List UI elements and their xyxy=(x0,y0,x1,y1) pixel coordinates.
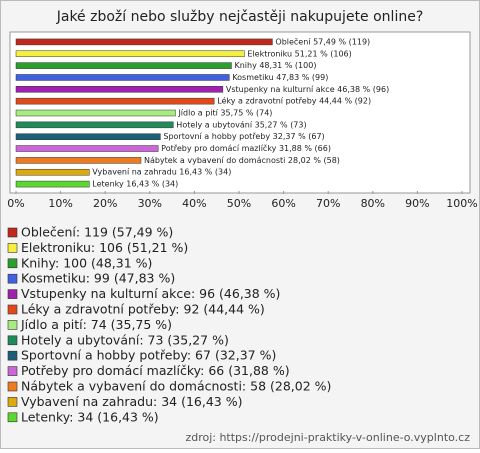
bar xyxy=(15,50,245,58)
x-tick-label: 70% xyxy=(316,197,340,210)
legend-swatch xyxy=(7,320,18,330)
x-tick-label: 50% xyxy=(227,197,251,210)
legend-label: Léky a zdravotní potřeby: 92 (44,44 %) xyxy=(21,302,265,317)
value-label: Vybavení na zahradu 16,43 % (34) xyxy=(92,168,231,177)
legend-swatch xyxy=(7,304,18,315)
value-label: Potřeby pro domácí mazlíčky 31,88 % (66) xyxy=(161,143,331,153)
bar xyxy=(15,74,230,81)
legend-label: Vybavení na zahradu: 34 (16,43 %) xyxy=(21,394,242,409)
x-tick-label: 90% xyxy=(405,197,429,210)
value-label: Vstupenky na kulturní akce 46,38 % (96) xyxy=(226,85,389,94)
value-label: Letenky 16,43 % (34) xyxy=(92,180,178,189)
legend-swatch xyxy=(7,397,18,407)
value-label: Léky a zdravotní potřeby 44,44 % (92) xyxy=(217,96,371,106)
x-tick-label: 30% xyxy=(138,197,162,210)
legend-swatch xyxy=(7,289,18,299)
legend-swatch xyxy=(7,366,18,376)
bar xyxy=(15,145,159,152)
value-label: Sportovní a hobby potřeby 32,37 % (67) xyxy=(163,132,324,141)
chart-title: Jaké zboží nebo služby nejčastěji nakupu… xyxy=(56,9,424,25)
legend-label: Potřeby pro domácí mazlíčky: 66 (31,88 %… xyxy=(21,363,290,378)
legend-swatch xyxy=(7,381,18,392)
legend-swatch xyxy=(7,258,18,269)
x-tick-label: 0% xyxy=(7,197,24,210)
bar xyxy=(15,133,161,140)
x-tick-label: 80% xyxy=(361,197,385,210)
bar xyxy=(15,180,90,188)
legend-label: Knihy: 100 (48,31 %) xyxy=(21,255,152,270)
legend-label: Oblečení: 119 (57,49 %) xyxy=(21,225,173,240)
value-label: Knihy 48,31 % (100) xyxy=(234,61,316,70)
value-label: Hotely a ubytování 35,27 % (73) xyxy=(176,120,306,129)
legend-label: Vstupenky na kulturní akce: 96 (46,38 %) xyxy=(21,286,280,301)
legend-label: Letenky: 34 (16,43 %) xyxy=(21,409,159,424)
x-tick-label: 10% xyxy=(48,197,72,210)
bar xyxy=(15,109,176,117)
legend-swatch xyxy=(7,243,18,253)
legend-label: Hotely a ubytování: 73 (35,27 %) xyxy=(21,332,229,347)
bar xyxy=(15,168,90,176)
bar xyxy=(15,97,215,105)
legend-swatch xyxy=(7,350,18,361)
value-label: Oblečení 57,49 % (119) xyxy=(275,36,370,46)
source: zdroj: https://prodejni-praktiky-v-onlin… xyxy=(185,431,470,444)
value-label: Jídlo a pití 35,75 % (74) xyxy=(177,109,272,118)
bar xyxy=(15,38,273,46)
value-label: Nábytek a vybavení do domácnosti 28,02 %… xyxy=(144,156,340,165)
value-label: Elektroniku 51,21 % (106) xyxy=(247,49,351,58)
legend-label: Nábytek a vybavení do domácnosti: 58 (28… xyxy=(21,379,331,394)
bar xyxy=(15,86,224,93)
legend-label: Sportovní a hobby potřeby: 67 (32,37 %) xyxy=(21,348,276,363)
x-tick-label: 100% xyxy=(446,197,477,210)
x-tick-label: 20% xyxy=(93,197,117,210)
value-label: Kosmetiku 47,83 % (99) xyxy=(232,73,328,82)
bar xyxy=(15,157,142,164)
legend-swatch xyxy=(7,227,18,238)
legend-swatch xyxy=(7,412,18,423)
x-tick-label: 40% xyxy=(182,197,206,210)
bar xyxy=(15,121,174,129)
legend-swatch xyxy=(7,335,18,346)
legend-swatch xyxy=(7,273,18,284)
legend-label: Elektroniku: 106 (51,21 %) xyxy=(21,240,188,255)
x-tick-label: 60% xyxy=(271,197,295,210)
legend-label: Jídlo a pití: 74 (35,75 %) xyxy=(20,317,172,332)
legend-label: Kosmetiku: 99 (47,83 %) xyxy=(21,271,175,286)
bar xyxy=(15,62,232,69)
